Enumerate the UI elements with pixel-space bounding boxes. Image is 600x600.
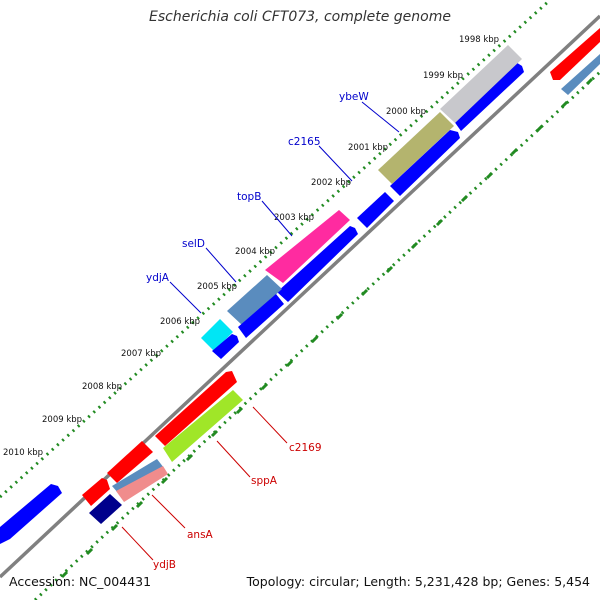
gene-label[interactable]: selD xyxy=(182,238,205,250)
leader-line xyxy=(361,101,400,133)
outer-tick-ring xyxy=(0,0,552,499)
leader-line xyxy=(252,406,288,444)
tick-label: 2002 kbp xyxy=(311,178,351,188)
tick-label: 1999 kbp xyxy=(423,71,463,81)
cds-left-end[interactable] xyxy=(0,484,62,544)
tick-label: 2008 kbp xyxy=(82,382,122,392)
gene-label[interactable]: c2169 xyxy=(289,442,322,454)
tick-label: 2009 kbp xyxy=(42,415,82,425)
reverse-strand-track xyxy=(82,371,243,524)
tick-label: 2005 kbp xyxy=(197,282,237,292)
leader-line xyxy=(318,145,353,182)
leader-line xyxy=(261,200,293,237)
tick-labels: 1998 kbp 1999 kbp 2000 kbp 2001 kbp 2002… xyxy=(3,35,499,458)
gene-label[interactable]: c2165 xyxy=(288,136,321,148)
cds-topB-a[interactable] xyxy=(357,192,394,228)
gene-block-gray[interactable] xyxy=(440,45,522,123)
reverse-gene-labels: c2169 sppA ansA ydjB xyxy=(121,406,322,571)
leader-line xyxy=(205,247,237,283)
gene-partial-right[interactable] xyxy=(550,28,600,80)
gene-block-yellowgreen[interactable] xyxy=(163,390,243,462)
inner-tick-ring xyxy=(33,70,600,600)
gene-label[interactable]: ybeW xyxy=(339,91,369,103)
forward-gene-labels: ybeW c2165 topB selD ydjA xyxy=(146,91,400,314)
gene-block-cyan[interactable] xyxy=(201,319,233,351)
genome-summary-text: Topology: circular; Length: 5,231,428 bp… xyxy=(246,574,590,589)
tick-label: 2010 kbp xyxy=(3,448,43,458)
gene-label[interactable]: topB xyxy=(237,191,261,203)
tick-label: 2003 kbp xyxy=(274,213,314,223)
leader-line xyxy=(216,440,251,478)
gene-block-magenta[interactable] xyxy=(265,210,350,283)
cds-topB-b[interactable] xyxy=(277,226,358,302)
tick-label: 2001 kbp xyxy=(348,143,388,153)
gene-partial-right-blue[interactable] xyxy=(561,54,600,95)
leader-line xyxy=(151,494,186,529)
gene-block-salmon[interactable] xyxy=(116,466,168,502)
gene-block-khaki[interactable] xyxy=(378,112,454,184)
cds-selD[interactable] xyxy=(238,294,284,338)
gene-block-navy[interactable] xyxy=(89,494,122,524)
inner-tick-marks xyxy=(60,77,594,579)
forward-strand-track xyxy=(0,28,600,544)
accession-text: Accession: NC_004431 xyxy=(9,574,152,589)
gene-label[interactable]: ydjB xyxy=(153,559,176,571)
tick-label: 2000 kbp xyxy=(386,107,426,117)
cds-ybeW[interactable] xyxy=(451,59,524,131)
cds-c2165[interactable] xyxy=(390,130,460,196)
leader-line xyxy=(121,526,154,561)
gene-label[interactable]: sppA xyxy=(251,475,278,487)
cds-sppA[interactable] xyxy=(107,441,153,483)
cds-c2169[interactable] xyxy=(155,371,237,446)
gene-label[interactable]: ansA xyxy=(187,529,214,541)
map-title: Escherichia coli CFT073, complete genome xyxy=(149,9,451,25)
leader-line xyxy=(169,281,202,314)
gene-block-steelblue[interactable] xyxy=(227,275,282,325)
tick-label: 1998 kbp xyxy=(459,35,499,45)
tick-label: 2007 kbp xyxy=(121,349,161,359)
gene-label[interactable]: ydjA xyxy=(146,272,170,284)
cds-ydjA[interactable] xyxy=(212,334,239,359)
gene-block-steelblue-2[interactable] xyxy=(112,459,164,494)
cds-ansA[interactable] xyxy=(82,478,110,506)
tick-label: 2004 kbp xyxy=(235,247,275,257)
tick-label: 2006 kbp xyxy=(160,317,200,327)
